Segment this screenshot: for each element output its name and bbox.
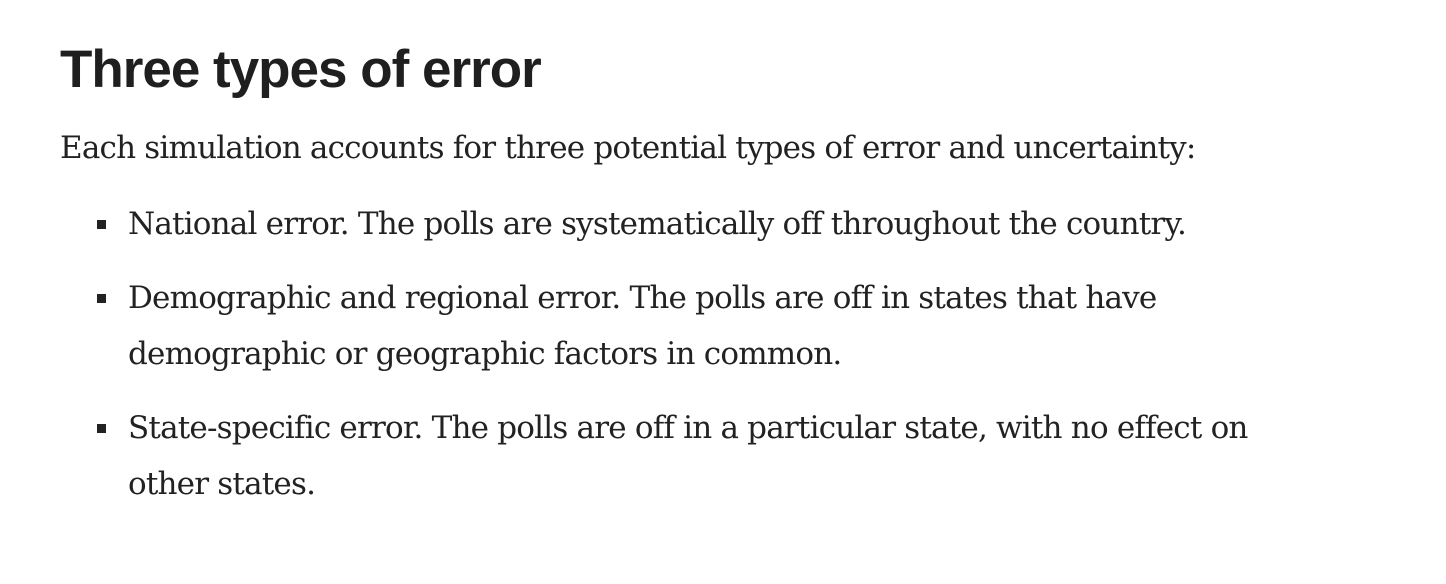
list-item: Demographic and regional error. The poll… — [60, 270, 1308, 382]
list-item-text: State-specific error. The polls are off … — [128, 410, 1248, 502]
intro-paragraph: Each simulation accounts for three poten… — [60, 130, 1196, 166]
list-item-text: National error. The polls are systematic… — [128, 206, 1187, 242]
article-section: Three types of error Each simulation acc… — [60, 34, 1400, 530]
section-heading: Three types of error — [60, 40, 542, 99]
square-bullet-icon — [97, 294, 106, 303]
list-item-text: Demographic and regional error. The poll… — [128, 280, 1157, 372]
square-bullet-icon — [97, 424, 106, 433]
square-bullet-icon — [97, 220, 106, 229]
list-item: State-specific error. The polls are off … — [60, 400, 1308, 512]
list-item: National error. The polls are systematic… — [60, 196, 1308, 252]
error-types-list: National error. The polls are systematic… — [60, 196, 1400, 512]
